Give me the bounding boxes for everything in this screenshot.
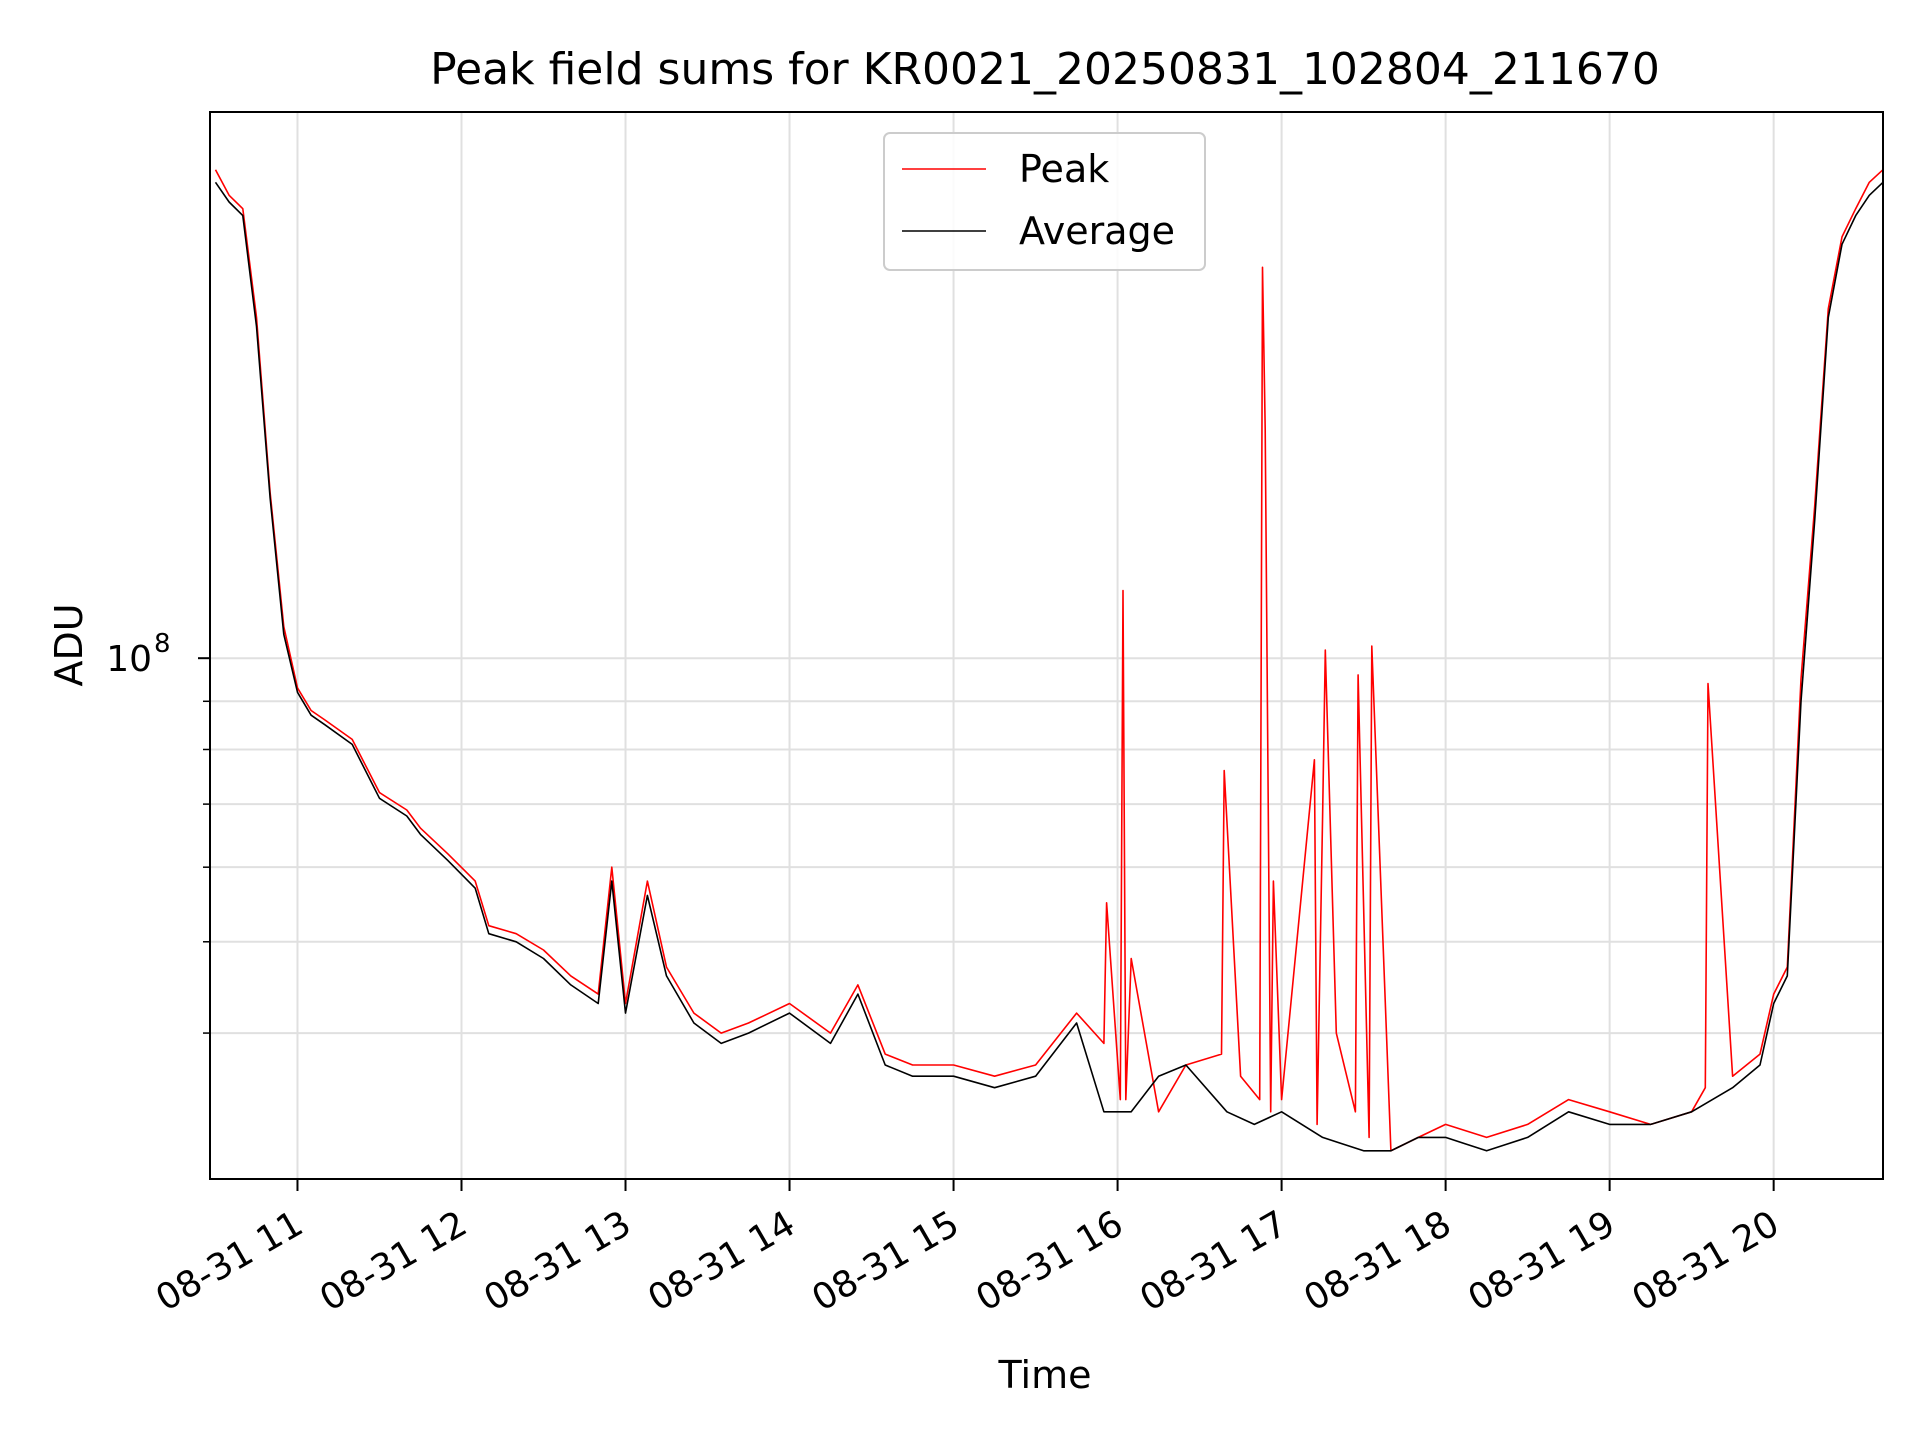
y-tick-label-exponent: 8 [154,629,171,659]
plot-frame [209,111,1884,1180]
x-axis-label: Time [998,1353,1092,1397]
series-line-average [214,181,1883,1152]
legend-label-peak: Peak [1019,147,1109,191]
y-axis-label: ADU [47,603,91,686]
legend-label-average: Average [1019,209,1175,253]
legend-frame [883,132,1206,271]
y-tick-label-base: 10 [106,639,152,680]
series-layer [214,169,1883,1152]
y-axis: 10 8 [106,629,210,1034]
legend: Peak Average [883,132,1206,271]
chart-title: Peak field sums for KR0021_20250831_1028… [430,44,1660,95]
grid [210,112,1883,1179]
